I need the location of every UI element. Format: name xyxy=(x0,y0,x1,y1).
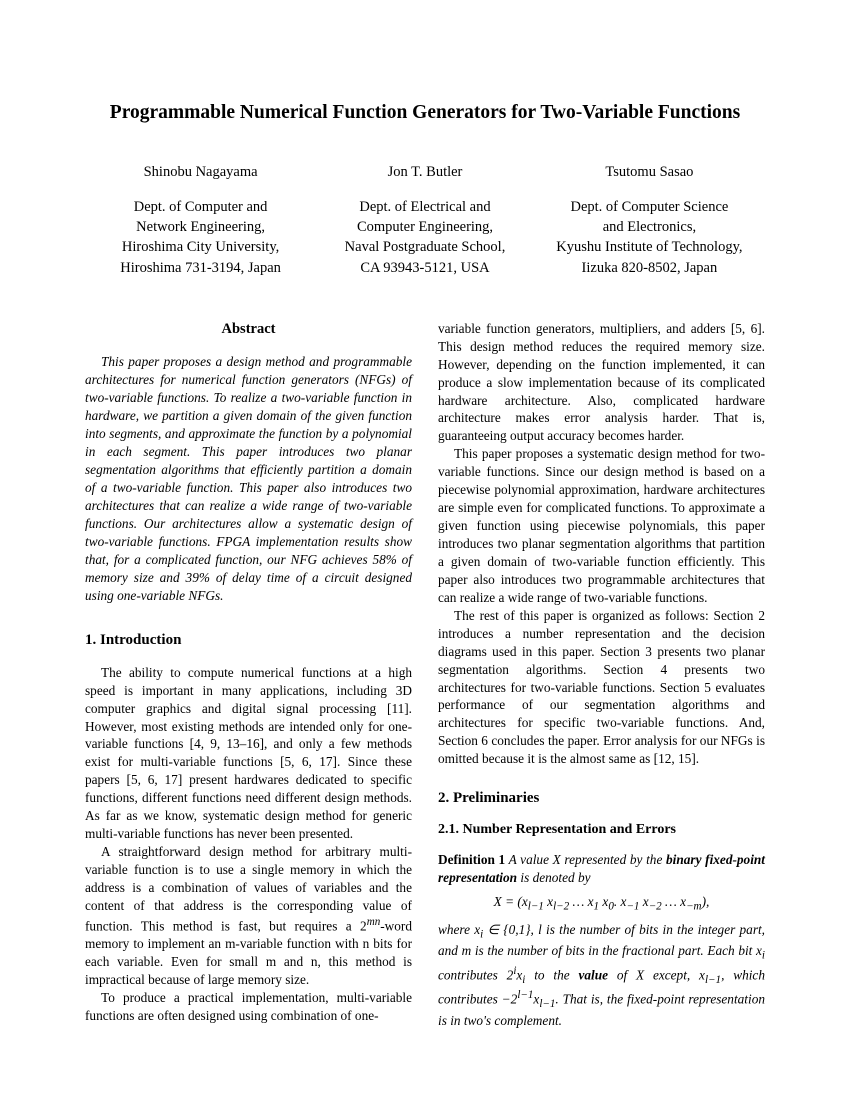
section-1-paragraph: The rest of this paper is organized as f… xyxy=(438,607,765,768)
author-name: Shinobu Nagayama xyxy=(95,162,306,182)
author-name: Tsutomu Sasao xyxy=(544,162,755,182)
author-name: Jon T. Butler xyxy=(319,162,530,182)
definition-text: is denoted by xyxy=(517,870,590,885)
authors-row: Shinobu Nagayama Dept. of Computer and N… xyxy=(85,162,765,277)
right-column: variable function generators, multiplier… xyxy=(438,320,765,1030)
author-affil: and Electronics, xyxy=(544,217,755,237)
author-affil: Computer Engineering, xyxy=(319,217,530,237)
abstract-heading: Abstract xyxy=(85,320,412,340)
definition-label: Definition 1 xyxy=(438,852,505,867)
paper-title: Programmable Numerical Function Generato… xyxy=(85,100,765,126)
section-1-paragraph: To produce a practical implementation, m… xyxy=(85,989,412,1025)
author-block-2: Jon T. Butler Dept. of Electrical and Co… xyxy=(319,162,530,277)
section-1-heading: 1. Introduction xyxy=(85,630,412,650)
author-affil: Naval Postgraduate School, xyxy=(319,237,530,257)
author-affil: Kyushu Institute of Technology, xyxy=(544,237,755,257)
superscript: mn xyxy=(367,916,381,928)
author-affil: Hiroshima City University, xyxy=(95,237,306,257)
author-affil: Iizuka 820-8502, Japan xyxy=(544,258,755,278)
author-block-3: Tsutomu Sasao Dept. of Computer Science … xyxy=(544,162,755,277)
abstract-text: This paper proposes a design method and … xyxy=(85,353,412,604)
section-1-paragraph: A straightforward design method for arbi… xyxy=(85,843,412,989)
definition-1: Definition 1 A value X represented by th… xyxy=(438,851,765,887)
section-1-paragraph: The ability to compute numerical functio… xyxy=(85,664,412,843)
definition-text: A value X represented by the xyxy=(505,852,666,867)
section-21-heading: 2.1. Number Representation and Errors xyxy=(438,821,765,840)
math-equation: X = (xl−1 xl−2 … x1 x0. x−1 x−2 … x−m), xyxy=(438,893,765,915)
author-block-1: Shinobu Nagayama Dept. of Computer and N… xyxy=(95,162,306,277)
two-column-body: Abstract This paper proposes a design me… xyxy=(85,320,765,1030)
section-1-paragraph: This paper proposes a systematic design … xyxy=(438,445,765,606)
definition-body: where xi ∈ {0,1}, l is the number of bit… xyxy=(438,921,765,1030)
section-2-heading: 2. Preliminaries xyxy=(438,788,765,808)
left-column: Abstract This paper proposes a design me… xyxy=(85,320,412,1030)
author-affil: Dept. of Computer and xyxy=(95,197,306,217)
section-1-paragraph-cont: variable function generators, multiplier… xyxy=(438,320,765,446)
author-affil: Hiroshima 731-3194, Japan xyxy=(95,258,306,278)
author-affil: Network Engineering, xyxy=(95,217,306,237)
author-affil: CA 93943-5121, USA xyxy=(319,258,530,278)
author-affil: Dept. of Electrical and xyxy=(319,197,530,217)
text-span: A straightforward design method for arbi… xyxy=(85,844,412,933)
author-affil: Dept. of Computer Science xyxy=(544,197,755,217)
